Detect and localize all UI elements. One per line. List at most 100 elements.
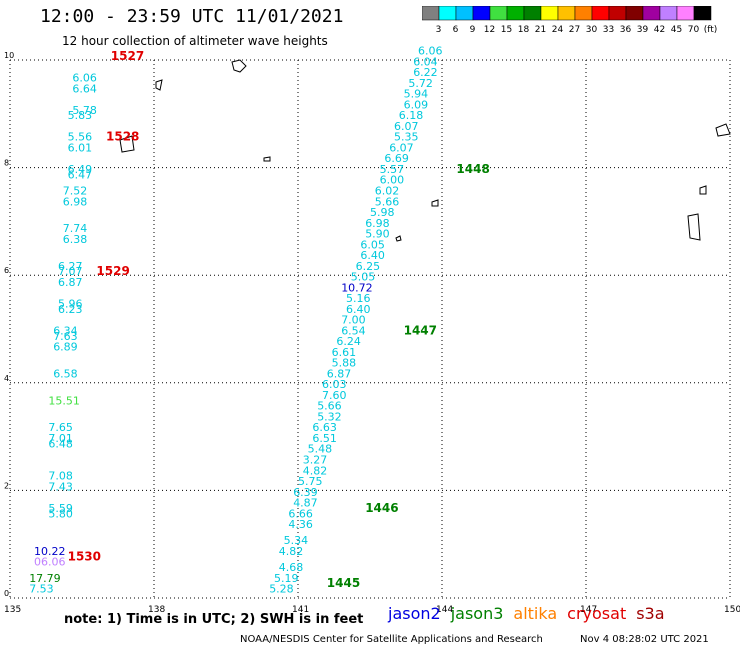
swh-value: 17.79 xyxy=(29,572,61,585)
island-outline xyxy=(155,79,163,91)
swh-value: 6.38 xyxy=(63,233,88,246)
swh-value: 5.83 xyxy=(68,109,93,122)
swh-value: 7.07 xyxy=(58,265,83,278)
swh-value: 6.58 xyxy=(53,367,77,380)
pass-time-label: 1445 xyxy=(327,576,360,590)
legend-label: 45 xyxy=(671,25,682,35)
swh-value: 6.64 xyxy=(72,82,97,95)
swh-value: 4.82 xyxy=(303,464,328,477)
swh-value: 6.39 xyxy=(293,486,318,499)
pass-time-label: 1448 xyxy=(456,162,489,176)
swh-value: 5.88 xyxy=(332,357,357,370)
legend-label: 15 xyxy=(501,25,512,35)
swh-value: 6.34 xyxy=(53,324,77,337)
legend-label: 12 xyxy=(484,25,495,35)
satellite-jason2: jason2 xyxy=(388,604,441,623)
swh-value: 4.36 xyxy=(288,518,313,531)
legend-label: (ft) xyxy=(704,25,718,35)
satellite-legend: jason2 jason3 altika cryosat s3a xyxy=(388,604,675,623)
swh-value: 6.06 xyxy=(418,45,443,58)
legend-label: 70 xyxy=(688,25,700,35)
legend-label: 33 xyxy=(603,25,614,35)
swh-value: 6.63 xyxy=(312,421,337,434)
swh-value: 5.05 xyxy=(351,271,376,284)
swh-value: 5.80 xyxy=(48,507,73,520)
legend-swatch xyxy=(693,6,712,21)
swh-value: 6.47 xyxy=(68,168,93,181)
legend-label: 42 xyxy=(654,25,665,35)
swh-value: 6.01 xyxy=(68,141,93,154)
swh-value: 6.40 xyxy=(346,303,371,316)
credit-text: NOAA/NESDIS Center for Satellite Applica… xyxy=(240,634,543,645)
swh-value: 6.09 xyxy=(404,98,429,111)
y-tick-label: 0 xyxy=(4,589,9,598)
island-outline xyxy=(263,156,271,162)
swh-value: 6.06 xyxy=(72,72,97,85)
swh-value: 5.56 xyxy=(68,131,93,144)
island-outline xyxy=(119,135,135,153)
swh-value: 6.98 xyxy=(365,217,390,230)
swh-value: 6.27 xyxy=(58,260,83,273)
swh-value: 6.07 xyxy=(394,120,419,133)
wave-height-map: 135 138 141 144 147 150 0 2 4 6 8 10 5.285.194.68 4.8… xyxy=(4,45,740,615)
pass-time-label: 1528 xyxy=(106,130,139,144)
y-tick-label: 2 xyxy=(4,481,9,490)
swh-value: 6.24 xyxy=(336,335,361,348)
swh-value: 5.98 xyxy=(370,206,395,219)
y-tick-label: 6 xyxy=(4,266,9,275)
x-tick-label: 141 xyxy=(292,605,309,615)
swh-value: 15.51 xyxy=(48,394,80,407)
legend-label: 27 xyxy=(569,25,580,35)
swh-value: 7.60 xyxy=(322,389,347,402)
swh-value: 4.87 xyxy=(293,497,318,510)
swh-value: 6.48 xyxy=(48,437,73,450)
island-outline xyxy=(231,59,247,73)
swh-value: 5.59 xyxy=(48,502,73,515)
swh-value: 6.66 xyxy=(288,507,313,520)
color-legend: 3 6 9 12 15 18 21 24 27 30 33 36 39 42 45 70 (ft) xyxy=(422,6,718,35)
swh-value: 6.49 xyxy=(68,163,93,176)
swh-value: 6.22 xyxy=(413,66,438,79)
satellite-cryosat: cryosat xyxy=(567,604,627,623)
y-tick-label: 4 xyxy=(4,374,9,383)
swh-value: 5.66 xyxy=(375,195,400,208)
swh-value: 6.18 xyxy=(399,109,424,122)
y-tick-label: 8 xyxy=(4,159,9,168)
swh-value: 5.72 xyxy=(408,77,433,90)
x-tick-label: 138 xyxy=(148,605,165,615)
x-tick-label: 144 xyxy=(436,605,453,615)
legend-label: 9 xyxy=(470,25,476,35)
units-note: note: 1) Time is in UTC; 2) SWH is in fe… xyxy=(64,612,364,627)
swh-value: 6.40 xyxy=(360,249,385,262)
legend-label: 18 xyxy=(518,25,530,35)
swh-value: 7.53 xyxy=(29,583,54,596)
legend-label: 6 xyxy=(453,25,459,35)
swh-value: 6.02 xyxy=(375,185,400,198)
swh-value: 06.06 xyxy=(34,556,66,569)
x-tick-label: 135 xyxy=(4,605,21,615)
island-outline xyxy=(395,235,402,242)
generation-timestamp: Nov 4 08:28:02 UTC 2021 xyxy=(580,634,709,645)
swh-value: 7.65 xyxy=(48,421,73,434)
swh-value: 5.32 xyxy=(317,410,342,423)
swh-value: 5.57 xyxy=(380,163,405,176)
pass-time-label: 1527 xyxy=(111,49,144,63)
swh-value: 6.87 xyxy=(58,276,83,289)
swh-value: 10.72 xyxy=(341,281,373,294)
swh-value: 6.51 xyxy=(312,432,337,445)
y-tick-label: 10 xyxy=(4,51,14,60)
swh-value: 5.28 xyxy=(269,583,294,596)
island-outline xyxy=(687,213,701,241)
page-subtitle: 12 hour collection of altimeter wave hei… xyxy=(62,34,328,48)
pass-time-label: 1529 xyxy=(96,264,129,278)
swh-value: 5.66 xyxy=(317,400,342,413)
pass-time-label: 1447 xyxy=(404,323,437,337)
legend-label: 30 xyxy=(586,25,598,35)
swh-value: 5.75 xyxy=(298,475,323,488)
swh-value: 4.68 xyxy=(279,561,304,574)
swh-value: 10.22 xyxy=(34,545,66,558)
swh-value: 7.01 xyxy=(48,432,73,445)
pass-time-label: 1446 xyxy=(365,501,398,515)
swh-value: 7.00 xyxy=(341,314,366,327)
swh-value: 5.96 xyxy=(58,297,83,310)
